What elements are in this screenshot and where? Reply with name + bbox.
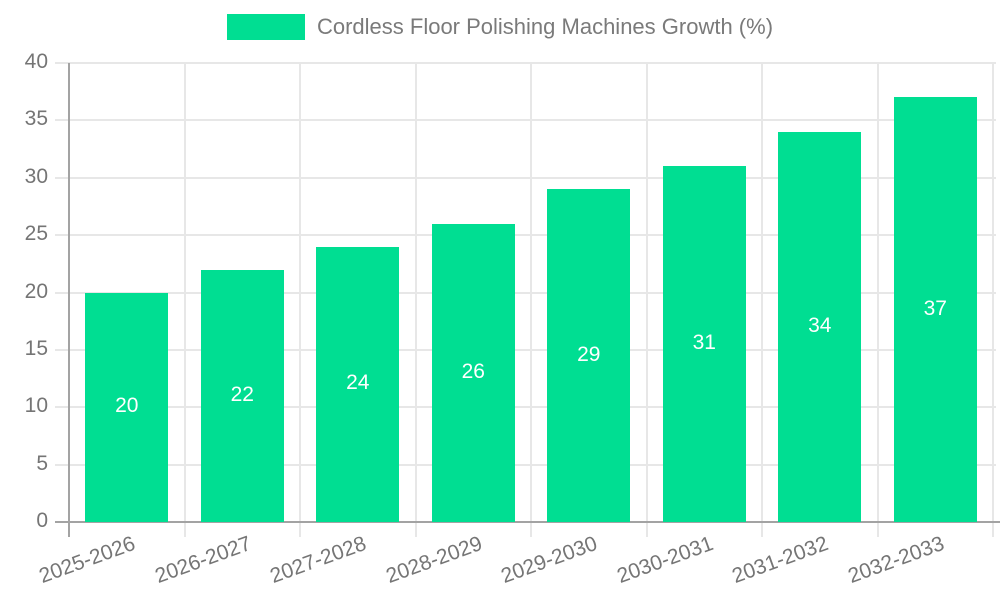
y-gridline (55, 234, 996, 237)
x-tick-mark (876, 522, 879, 537)
y-tick-label: 15 (24, 336, 48, 360)
x-tick-mark (299, 522, 301, 537)
bar-value-label: 31 (692, 331, 716, 355)
legend-swatch-icon (226, 14, 305, 40)
bar-value-label: 26 (461, 359, 485, 383)
x-gridline (992, 63, 994, 522)
x-tick-mark (183, 522, 186, 537)
y-tick-label: 20 (24, 279, 48, 303)
bar (316, 246, 400, 522)
legend[interactable]: Cordless Floor Polishing Machines Growth… (0, 14, 1000, 40)
y-gridline (55, 348, 996, 351)
x-tick-label: 2025-2026 (36, 532, 139, 588)
x-tick-mark (414, 522, 417, 537)
y-gridline (55, 176, 996, 179)
x-axis-line (55, 521, 1000, 523)
y-tick-label: 35 (24, 107, 48, 131)
x-gridline (299, 63, 301, 522)
x-gridline (761, 63, 763, 522)
x-tick-label: 2029-2030 (498, 532, 601, 588)
x-gridline (876, 63, 879, 522)
bar-value-label: 37 (923, 296, 947, 320)
x-tick-label: 2027-2028 (267, 532, 370, 588)
y-gridline (55, 62, 996, 64)
x-tick-label: 2026-2027 (151, 532, 255, 588)
x-gridline (183, 63, 186, 522)
x-tick-label: 2031-2032 (729, 532, 832, 588)
y-tick-label: 40 (24, 50, 48, 73)
bar-value-label: 24 (346, 371, 370, 395)
y-gridline (55, 119, 996, 122)
bar-value-label: 22 (230, 382, 254, 406)
bar (778, 131, 862, 522)
x-tick-label: 2030-2031 (613, 532, 717, 588)
y-gridline (55, 406, 996, 409)
x-gridline (645, 63, 648, 522)
y-axis-line (68, 63, 70, 537)
y-tick-label: 10 (24, 394, 48, 418)
bar (893, 97, 977, 522)
x-tick-mark (530, 522, 532, 537)
x-tick-label: 2028-2029 (382, 532, 486, 588)
bar (431, 223, 515, 522)
x-tick-mark (992, 522, 994, 537)
x-gridline (414, 63, 417, 522)
y-tick-label: 30 (24, 164, 48, 188)
x-tick-mark (645, 522, 648, 537)
bar (547, 189, 631, 522)
bar-value-label: 34 (808, 313, 832, 337)
y-gridline (55, 463, 996, 466)
y-tick-label: 25 (24, 222, 48, 246)
x-tick-mark (761, 522, 763, 537)
x-tick-label: 2032-2033 (844, 532, 948, 588)
y-gridline (55, 291, 996, 294)
bar-value-label: 20 (115, 394, 139, 418)
bar (200, 269, 284, 522)
bar (85, 292, 169, 522)
bar (662, 166, 746, 522)
x-gridline (530, 63, 532, 522)
y-tick-label: 0 (36, 509, 48, 532)
bar-value-label: 29 (577, 342, 601, 366)
y-tick-label: 5 (36, 451, 48, 475)
legend-label: Cordless Floor Polishing Machines Growth… (316, 14, 774, 39)
